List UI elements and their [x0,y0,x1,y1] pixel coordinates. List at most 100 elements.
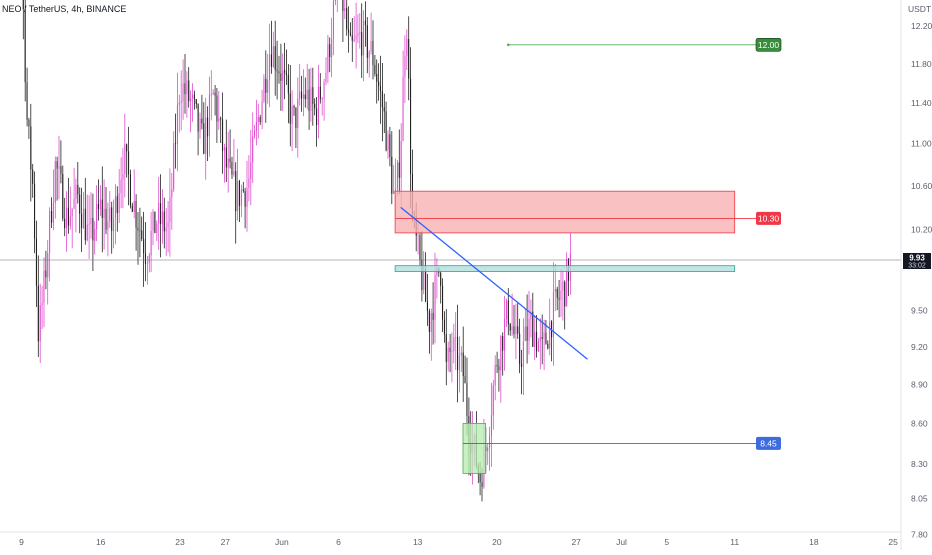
candle-body [417,235,419,237]
candle-body [90,218,92,225]
candle-body [26,82,28,120]
candle-body [32,169,34,184]
candle-body [432,313,434,320]
time-tick-label: 9 [19,537,24,547]
candle-body [167,222,169,228]
candle-body [372,41,374,65]
candle-body [443,319,445,335]
candle-body [225,147,227,168]
candle-body [58,166,60,169]
candle-body [197,104,199,132]
candle-body [530,311,532,319]
candle-body [421,259,423,290]
candle-body [34,183,36,239]
candle-body [191,94,193,99]
candle-body [171,189,173,197]
candle-body [203,123,205,154]
time-tick-label: Jul [616,537,627,547]
candle-body [545,332,547,344]
candle-body [56,161,58,169]
resistance-level-tag [756,211,781,225]
candle-body [505,300,507,319]
candle-body [306,89,308,100]
candle-body [113,218,115,231]
trendline[interactable] [400,206,588,360]
candle-body [539,337,541,342]
price-axis[interactable]: 16.0015.5015.0014.5014.0013.5013.0012.60… [911,0,932,550]
support-zone[interactable] [462,422,487,474]
candle-body [158,203,160,224]
candle-body [252,136,254,163]
time-tick-label: Jun [275,537,289,547]
candle-body [406,39,408,57]
candle-body [479,472,481,482]
candle-body [246,187,248,207]
candle-body [47,253,49,278]
candle-body [118,193,120,213]
candle-body [466,383,468,417]
price-tick-label: 10.20 [911,225,932,235]
time-axis[interactable]: 9 16 23 27 Jun 6 13 20 27 Jul 5 11 18 25 [19,537,898,547]
candle-body [79,194,81,214]
candle-body [451,351,453,352]
drawings-layer[interactable] [0,0,901,474]
candle-body [349,32,351,36]
candle-body [124,144,126,174]
candle-body [312,87,314,104]
candle-body [323,81,325,99]
candle-body [233,171,235,175]
price-tick-label: 8.05 [911,494,928,504]
candle-body [558,297,560,300]
candle-body [291,106,293,124]
candle-body [317,86,319,125]
resistance-zone[interactable] [394,190,736,234]
candle-body [186,80,188,95]
candle-body [502,336,504,351]
candle-body [374,64,376,74]
candle-body [163,211,165,232]
candle-body [129,174,131,206]
current-price-zone[interactable] [394,265,736,272]
candle-body [487,447,489,452]
candle-body [160,203,162,225]
candle-body [267,79,269,93]
candle-body [329,44,331,58]
candle-body [455,337,457,338]
candle-body [261,101,263,123]
candle-body [314,103,316,109]
candle-body [289,93,291,124]
candle-body [69,216,71,226]
candle-body [111,207,113,231]
candle-body [152,211,154,231]
candle-body [51,211,53,223]
candle-body [154,211,156,233]
candle-body [37,285,39,342]
candle-body [400,140,402,178]
candle-body [355,35,357,40]
candle-body [77,184,79,195]
candle-body [263,78,265,102]
time-tick-label: 27 [221,537,231,547]
candle-body [169,196,171,223]
price-tick-label: 8.90 [911,380,928,390]
candle-body [184,83,186,95]
candle-body [133,201,135,212]
candle-body [389,134,391,157]
candle-body [504,318,506,351]
candle-body [73,198,75,209]
candle-body [564,281,566,307]
candle-body [137,227,139,231]
candle-body [94,229,96,241]
candle-body [88,224,90,226]
candle-body [464,376,466,384]
candle-body [398,162,400,178]
candle-body [462,352,464,377]
candle-body [114,196,116,219]
time-tick-label: 11 [730,537,739,547]
price-tick-label: 10.60 [911,181,932,191]
candle-body [353,39,355,41]
time-tick-label: 5 [664,537,669,547]
candle-body [520,363,522,367]
